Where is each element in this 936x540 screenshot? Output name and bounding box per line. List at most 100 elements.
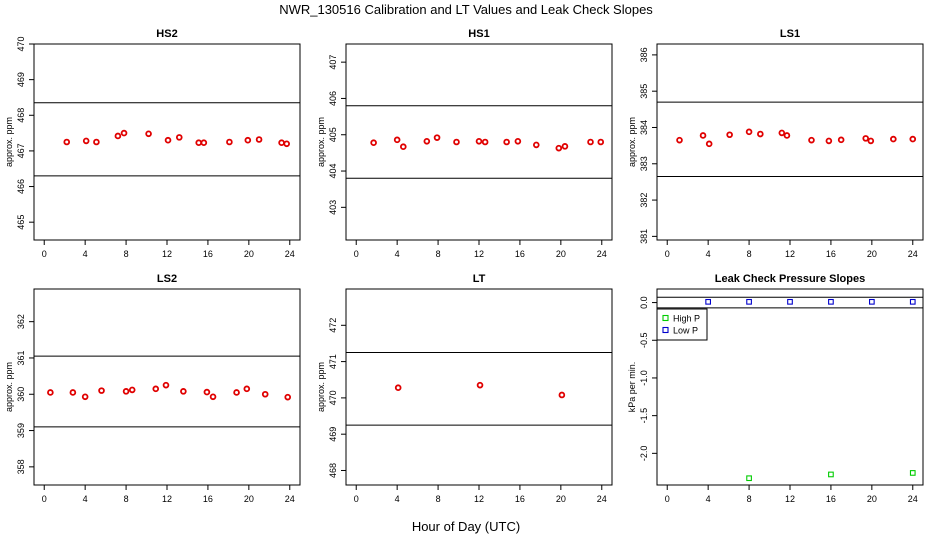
y-tick-label: 470	[16, 36, 26, 51]
data-point	[69, 389, 77, 396]
y-tick-label: -1.5	[639, 408, 649, 424]
data-point	[423, 137, 431, 145]
data-point	[481, 138, 489, 146]
x-tick-label: 0	[354, 494, 359, 504]
data-point	[284, 393, 292, 401]
y-tick-label: 385	[639, 84, 649, 99]
data-point	[757, 130, 764, 138]
data-point	[209, 393, 217, 401]
data-point	[180, 388, 187, 395]
x-tick-label: 12	[162, 494, 172, 504]
data-point	[587, 138, 594, 146]
y-tick-label: 467	[16, 143, 26, 158]
figure-xlabel: Hour of Day (UTC)	[412, 519, 520, 534]
data-point	[98, 387, 105, 394]
y-tick-label: 468	[328, 463, 338, 478]
data-point	[203, 388, 211, 396]
data-point	[93, 138, 100, 146]
legend-label: Low P	[673, 326, 698, 336]
x-tick-label: 12	[474, 494, 484, 504]
data-point	[783, 132, 791, 139]
x-tick-label: 8	[124, 249, 129, 259]
data-point	[233, 389, 240, 396]
x-tick-label: 16	[515, 494, 525, 504]
panel-title: Leak Check Pressure Slopes	[715, 273, 865, 285]
x-tick-label: 20	[556, 494, 566, 504]
x-tick-label: 4	[395, 249, 400, 259]
x-tick-label: 24	[597, 249, 607, 259]
x-tick-label: 12	[785, 494, 795, 504]
data-point	[120, 129, 128, 137]
x-tick-label: 12	[785, 249, 795, 259]
x-tick-label: 0	[42, 494, 47, 504]
x-tick-label: 16	[826, 249, 836, 259]
y-tick-label: -1.0	[639, 370, 649, 386]
data-point	[825, 137, 833, 145]
data-point	[433, 134, 441, 141]
x-tick-label: 16	[203, 494, 213, 504]
x-tick-label: 20	[244, 249, 254, 259]
data-point	[243, 385, 251, 393]
x-tick-label: 0	[354, 249, 359, 259]
x-tick-label: 8	[124, 494, 129, 504]
data-point	[164, 136, 172, 144]
legend-marker	[662, 314, 669, 322]
data-point	[699, 132, 707, 139]
y-axis-label: kPa per min.	[627, 362, 637, 413]
x-tick-label: 0	[665, 494, 670, 504]
x-tick-label: 24	[285, 494, 295, 504]
data-point	[746, 475, 752, 482]
panel-2: LS1 0 4 8 12 16 20 24 381 382 383 384 385 386 approx. …	[627, 28, 924, 259]
data-point	[561, 143, 569, 150]
legend: High P Low P	[656, 308, 708, 341]
data-point	[745, 128, 753, 136]
data-point	[399, 143, 407, 151]
panel-4: LT 0 4 8 12 16 20 24 468 469 470 471 472 approx. ppm	[316, 273, 613, 504]
y-axis-label: approx. ppm	[316, 362, 326, 412]
x-tick-label: 4	[83, 494, 88, 504]
data-point	[828, 471, 834, 478]
y-tick-label: 359	[16, 423, 26, 438]
x-tick-label: 4	[395, 494, 400, 504]
x-tick-label: 20	[867, 494, 877, 504]
data-point	[453, 138, 460, 146]
y-tick-label: 0.0	[639, 296, 649, 309]
x-tick-label: 24	[285, 249, 295, 259]
data-point	[82, 137, 90, 145]
data-point	[909, 135, 917, 143]
data-point	[862, 135, 870, 142]
data-point	[778, 129, 786, 137]
y-tick-label: 406	[328, 91, 338, 106]
data-point	[283, 140, 291, 148]
y-tick-label: 382	[639, 193, 649, 208]
y-tick-label: 465	[16, 215, 26, 230]
y-tick-label: 405	[328, 127, 338, 142]
x-tick-label: 8	[747, 494, 752, 504]
x-tick-label: 12	[474, 249, 484, 259]
x-tick-label: 16	[203, 249, 213, 259]
x-tick-label: 8	[436, 494, 441, 504]
data-point	[195, 139, 203, 147]
data-point	[867, 137, 875, 145]
figure-title: NWR_130516 Calibration and LT Values and…	[279, 2, 653, 17]
data-point	[555, 144, 563, 152]
data-point	[726, 131, 733, 139]
x-tick-label: 20	[556, 249, 566, 259]
panel-title: HS1	[468, 28, 489, 40]
data-point	[226, 138, 233, 146]
data-point	[808, 136, 815, 144]
x-tick-label: 20	[867, 249, 877, 259]
x-tick-label: 8	[747, 249, 752, 259]
data-point	[162, 381, 170, 389]
data-point	[122, 388, 130, 395]
data-point	[145, 130, 152, 138]
data-point	[837, 136, 845, 144]
x-tick-label: 4	[706, 494, 711, 504]
data-point	[676, 136, 683, 144]
y-tick-label: 466	[16, 179, 26, 194]
data-point	[558, 391, 566, 399]
data-point	[114, 132, 122, 140]
data-point	[475, 137, 483, 145]
data-point	[890, 135, 897, 143]
y-axis-label: approx. ppm	[4, 362, 14, 412]
